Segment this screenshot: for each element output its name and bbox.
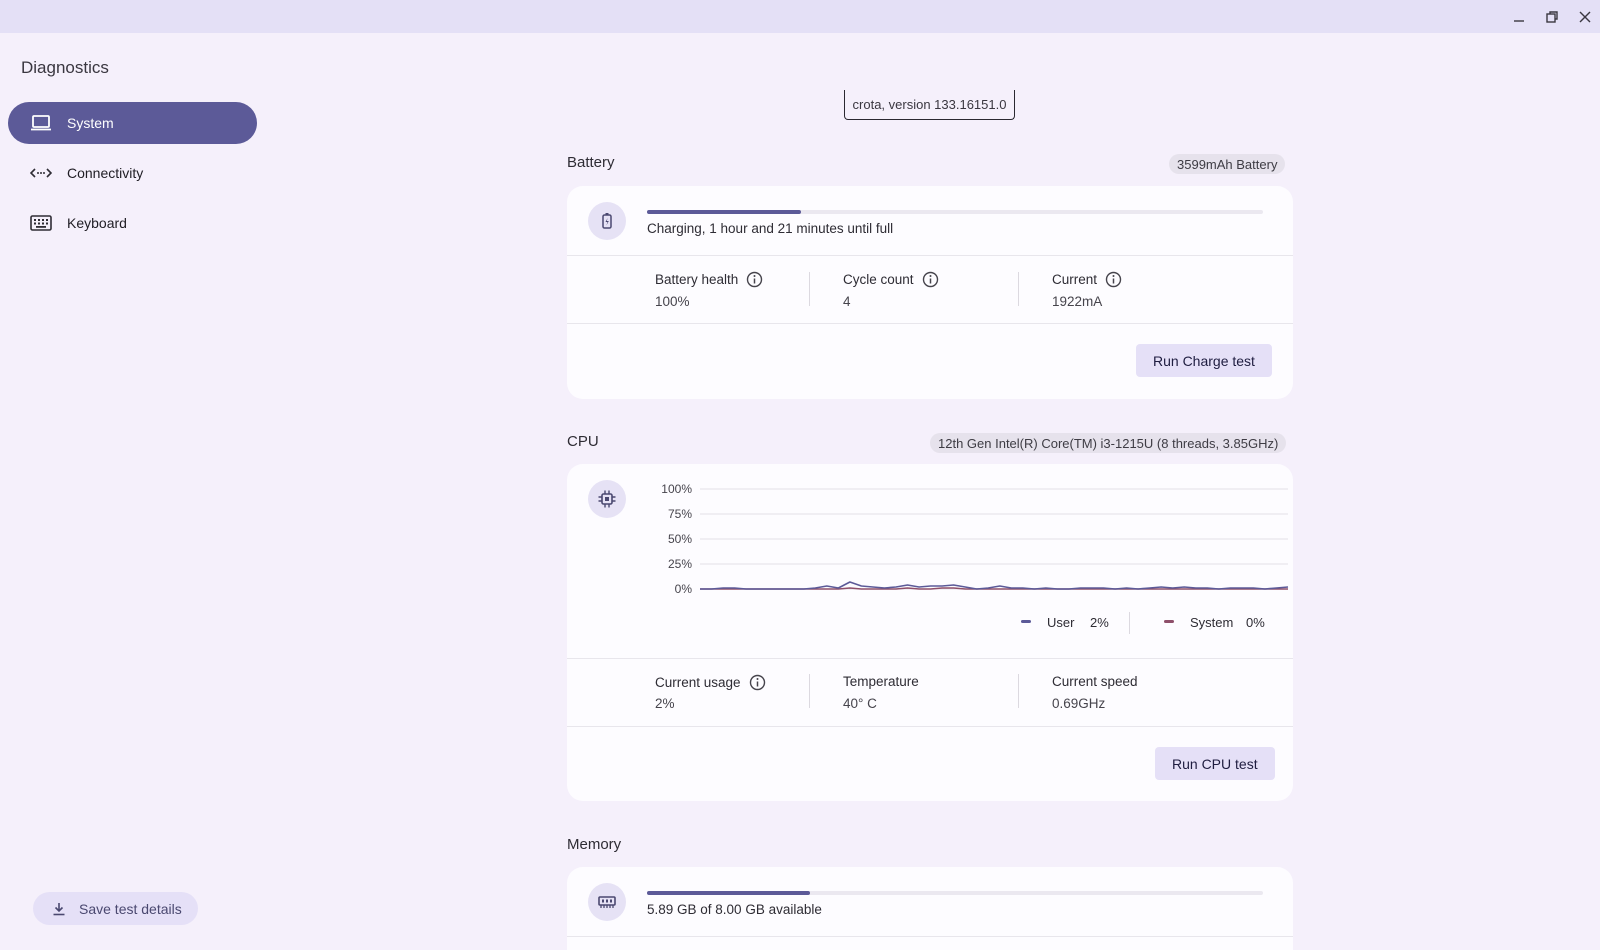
memory-section-title: Memory [567,836,622,853]
title-bar [0,0,1600,33]
current-usage-value: 2% [655,696,675,711]
sidebar-item-label: Connectivity [67,165,144,181]
battery-charge-fill [647,210,801,214]
divider [567,658,1293,659]
chip-icon [588,480,626,518]
sidebar-item-keyboard[interactable]: Keyboard [8,202,257,244]
legend-user-value: 2% [1090,615,1109,630]
divider [567,726,1293,727]
y-tick-label: 25% [668,557,692,571]
battery-icon [588,202,626,240]
close-icon [1579,11,1591,23]
save-test-details-button[interactable]: Save test details [33,892,198,925]
metric-divider [809,674,810,708]
sidebar-item-connectivity[interactable]: Connectivity [8,152,257,194]
divider [567,936,1293,937]
minimize-button[interactable] [1507,6,1531,28]
legend-system-swatch [1164,620,1174,623]
legend-system-value: 0% [1246,615,1265,630]
info-icon[interactable] [922,271,939,288]
memory-icon [588,883,626,921]
cycle-count-label: Cycle count [843,271,939,288]
version-chip: crota, version 133.16151.0 [844,90,1015,120]
cpu-model-chip: 12th Gen Intel(R) Core(TM) i3-1215U (8 t… [930,433,1287,453]
current-usage-label: Current usage [655,674,766,691]
info-icon[interactable] [746,271,763,288]
y-tick-label: 75% [668,507,692,521]
app-title: Diagnostics [21,58,109,77]
sidebar-item-system[interactable]: System [8,102,257,144]
current-label: Current [1052,271,1122,288]
sidebar-item-label: Keyboard [67,215,127,231]
laptop-icon [29,111,53,135]
y-tick-label: 100% [661,482,692,496]
y-tick-label: 50% [668,532,692,546]
battery-section-title: Battery [567,154,615,171]
divider [567,255,1293,256]
current-speed-label: Current speed [1052,674,1138,689]
temperature-label: Temperature [843,674,919,689]
info-icon[interactable] [749,674,766,691]
metric-divider [1018,272,1019,306]
legend-system-label: System [1190,615,1234,630]
cpu-usage-chart: 100% 75% 50% 25% 0% [661,482,1289,596]
series-line-user [700,581,1289,590]
memory-usage-bar [647,891,1263,895]
current-speed-value: 0.69GHz [1052,696,1106,711]
info-icon[interactable] [1105,271,1122,288]
cpu-section-title: CPU [567,433,599,450]
save-test-details-label: Save test details [79,900,182,917]
download-icon [51,901,67,917]
connectivity-arrows-icon [29,161,53,185]
legend-user-label: User [1047,615,1075,630]
battery-charge-bar [647,210,1263,214]
metric-divider [809,272,810,306]
keyboard-icon [29,211,53,235]
battery-card: Charging, 1 hour and 21 minutes until fu… [567,186,1293,399]
memory-card: 5.89 GB of 8.00 GB available [567,867,1293,950]
restore-button[interactable] [1540,6,1564,28]
cycle-count-value: 4 [843,294,851,309]
memory-usage-fill [647,891,810,895]
battery-health-value: 100% [655,294,690,309]
battery-health-label: Battery health [655,271,763,288]
memory-status-text: 5.89 GB of 8.00 GB available [647,902,822,917]
restore-icon [1546,11,1558,23]
sidebar-item-label: System [67,115,114,131]
run-cpu-test-button[interactable]: Run CPU test [1155,747,1275,780]
temperature-value: 40° C [843,696,877,711]
metric-divider [1018,674,1019,708]
battery-status-text: Charging, 1 hour and 21 minutes until fu… [647,221,894,236]
cpu-card: 100% 75% 50% 25% 0% User 2% System 0% Curren… [567,464,1293,801]
run-charge-test-button[interactable]: Run Charge test [1136,344,1272,377]
minimize-icon [1514,20,1524,22]
y-tick-label: 0% [675,582,693,596]
close-button[interactable] [1573,6,1597,28]
legend-divider [1129,612,1130,634]
current-value: 1922mA [1052,294,1103,309]
battery-capacity-chip: 3599mAh Battery [1169,154,1286,174]
divider [567,323,1293,324]
legend-user-swatch [1021,620,1031,623]
